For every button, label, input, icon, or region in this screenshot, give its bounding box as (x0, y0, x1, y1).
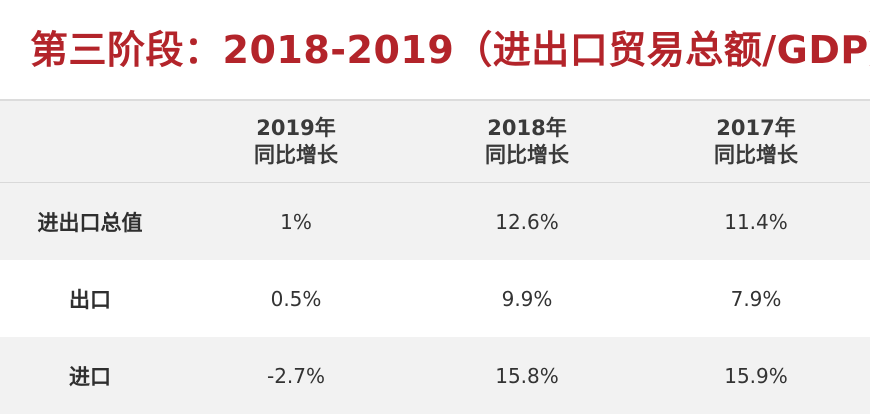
row-label: 进口 (0, 337, 180, 414)
trade-growth-table: 2019年 同比增长 2018年 同比增长 2017年 同比增长 进出口总值 1… (0, 101, 870, 414)
slide-title: 第三阶段：2018-2019（进出口贸易总额/GDP） (30, 28, 870, 72)
value-cell-2019: 0.5% (180, 260, 412, 337)
value-cell-2018: 9.9% (412, 260, 642, 337)
row-label: 进出口总值 (0, 182, 180, 260)
table-header-row: 2019年 同比增长 2018年 同比增长 2017年 同比增长 (0, 101, 870, 183)
header-cell-2019: 2019年 同比增长 (180, 101, 412, 183)
header-metric: 同比增长 (485, 142, 569, 167)
value-cell-2017: 15.9% (642, 337, 870, 414)
header-cell-2018: 2018年 同比增长 (412, 101, 642, 183)
value-cell-2018: 12.6% (412, 182, 642, 260)
value-cell-2017: 7.9% (642, 260, 870, 337)
header-cell-2017: 2017年 同比增长 (642, 101, 870, 183)
title-divider (0, 99, 870, 101)
table-row-imports: 进口 -2.7% 15.8% 15.9% (0, 337, 870, 414)
value-cell-2017: 11.4% (642, 182, 870, 260)
header-metric: 同比增长 (254, 142, 338, 167)
value-cell-2019: -2.7% (180, 337, 412, 414)
header-year: 2018年 (487, 115, 567, 140)
header-year: 2017年 (716, 115, 796, 140)
header-year: 2019年 (256, 115, 336, 140)
row-label: 出口 (0, 260, 180, 337)
value-cell-2019: 1% (180, 182, 412, 260)
header-cell-empty (0, 101, 180, 183)
header-metric: 同比增长 (714, 142, 798, 167)
value-cell-2018: 15.8% (412, 337, 642, 414)
table-row-total-trade: 进出口总值 1% 12.6% 11.4% (0, 182, 870, 260)
table-row-exports: 出口 0.5% 9.9% 7.9% (0, 260, 870, 337)
